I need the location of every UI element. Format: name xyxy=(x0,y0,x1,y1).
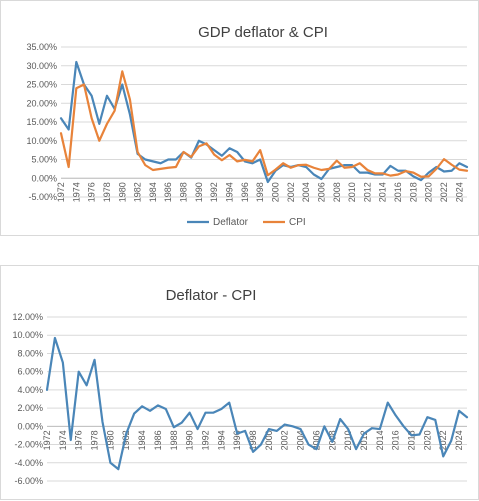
x-tick-label: 2002 xyxy=(280,430,290,450)
y-tick-label: -5.00% xyxy=(28,192,57,202)
x-tick-label: 1990 xyxy=(185,430,195,450)
x-tick-label: 2004 xyxy=(301,182,311,202)
y-tick-label: 6.00% xyxy=(17,367,43,377)
x-tick-label: 2000 xyxy=(270,182,280,202)
x-tick-label: 1988 xyxy=(169,430,179,450)
y-tick-label: 35.00% xyxy=(26,42,57,52)
x-tick-label: 2022 xyxy=(439,182,449,202)
x-tick-label: 1994 xyxy=(225,182,235,202)
x-tick-label: 1988 xyxy=(179,182,189,202)
x-tick-label: 2008 xyxy=(332,182,342,202)
y-tick-label: 25.00% xyxy=(26,80,57,90)
series-line-difference xyxy=(45,336,469,471)
y-tick-label: 4.00% xyxy=(17,385,43,395)
x-tick-label: 1982 xyxy=(133,182,143,202)
x-tick-label: 2012 xyxy=(362,182,372,202)
x-tick-label: 2002 xyxy=(286,182,296,202)
chart-title: GDP deflator & CPI xyxy=(198,24,328,41)
y-tick-label: 30.00% xyxy=(26,61,57,71)
y-tick-label: 8.00% xyxy=(17,348,43,358)
x-tick-label: 2006 xyxy=(311,430,321,450)
y-tick-label: 0.00% xyxy=(17,421,43,431)
chart-svg-deflator-minus-cpi: Deflator - CPI 12.00% 10.00% 8.00% 6.00% 4.00… xyxy=(12,287,469,486)
x-tick-label: 2020 xyxy=(422,430,432,450)
chart-title: Deflator - CPI xyxy=(166,287,257,304)
y-tick-label: 20.00% xyxy=(26,98,57,108)
series-line-deflator xyxy=(59,60,469,184)
y-tick-label: 0.00% xyxy=(31,173,57,183)
x-tick-label: 2010 xyxy=(343,430,353,450)
y-tick-label: 15.00% xyxy=(26,117,57,127)
x-tick-label: 2016 xyxy=(391,430,401,450)
x-tick-label: 1976 xyxy=(87,182,97,202)
x-tick-label: 1980 xyxy=(105,430,115,450)
x-tick-label: 2012 xyxy=(359,430,369,450)
x-tick-label: 1976 xyxy=(74,430,84,450)
x-tick-label: 1980 xyxy=(117,182,127,202)
x-tick-label: 2014 xyxy=(378,182,388,202)
y-tick-label: -2.00% xyxy=(14,440,43,450)
y-tick-label: 5.00% xyxy=(31,155,57,165)
x-tick-label: 1972 xyxy=(42,430,52,450)
y-tick-label: -6.00% xyxy=(14,476,43,486)
x-tick-label: 1974 xyxy=(58,430,68,450)
x-tick-label: 1998 xyxy=(248,430,258,450)
chart-panel-gdp-deflator-cpi: GDP deflator & CPI 35.00% 30.00% 25.00% 20.0… xyxy=(0,0,479,236)
x-tick-label: 2018 xyxy=(408,182,418,202)
x-tick-label: 1974 xyxy=(71,182,81,202)
y-tick-label: 2.00% xyxy=(17,403,43,413)
x-tick-label: 2000 xyxy=(264,430,274,450)
x-tick-label: 1992 xyxy=(209,182,219,202)
x-tick-label: 2010 xyxy=(347,182,357,202)
x-tick-label: 2016 xyxy=(393,182,403,202)
x-tick-label: 1992 xyxy=(200,430,210,450)
x-tick-label: 1984 xyxy=(148,182,158,202)
y-tick-label: 12.00% xyxy=(12,312,43,322)
x-tick-label: 2020 xyxy=(424,182,434,202)
y-tick-label: 10.00% xyxy=(26,136,57,146)
x-tick-label: 1978 xyxy=(90,430,100,450)
legend-label: Deflator xyxy=(213,217,249,228)
x-tick-label: 2018 xyxy=(407,430,417,450)
chart-panel-deflator-minus-cpi: Deflator - CPI 12.00% 10.00% 8.00% 6.00% 4.00… xyxy=(0,265,479,500)
legend-label: CPI xyxy=(289,217,306,228)
x-tick-label: 1972 xyxy=(56,182,66,202)
x-tick-label: 2004 xyxy=(296,430,306,450)
x-tick-label: 1994 xyxy=(216,430,226,450)
x-tick-label: 2024 xyxy=(454,430,464,450)
x-tick-label: 2024 xyxy=(454,182,464,202)
series-line-cpi xyxy=(59,70,469,178)
x-tick-label: 2006 xyxy=(316,182,326,202)
x-tick-label: 1982 xyxy=(121,430,131,450)
x-tick-label: 1978 xyxy=(102,182,112,202)
x-tick-label: 1984 xyxy=(137,430,147,450)
y-tick-label: 10.00% xyxy=(12,330,43,340)
x-tick-label: 1986 xyxy=(163,182,173,202)
x-tick-label: 2022 xyxy=(438,430,448,450)
x-tick-label: 1990 xyxy=(194,182,204,202)
x-tick-label: 1996 xyxy=(240,182,250,202)
x-tick-label: 2014 xyxy=(375,430,385,450)
x-tick-label: 1996 xyxy=(232,430,242,450)
x-tick-label: 1986 xyxy=(153,430,163,450)
y-tick-label: -4.00% xyxy=(14,458,43,468)
x-tick-label: 1998 xyxy=(255,182,265,202)
chart-svg-gdp-deflator-cpi: GDP deflator & CPI 35.00% 30.00% 25.00% 20.0… xyxy=(26,24,469,228)
